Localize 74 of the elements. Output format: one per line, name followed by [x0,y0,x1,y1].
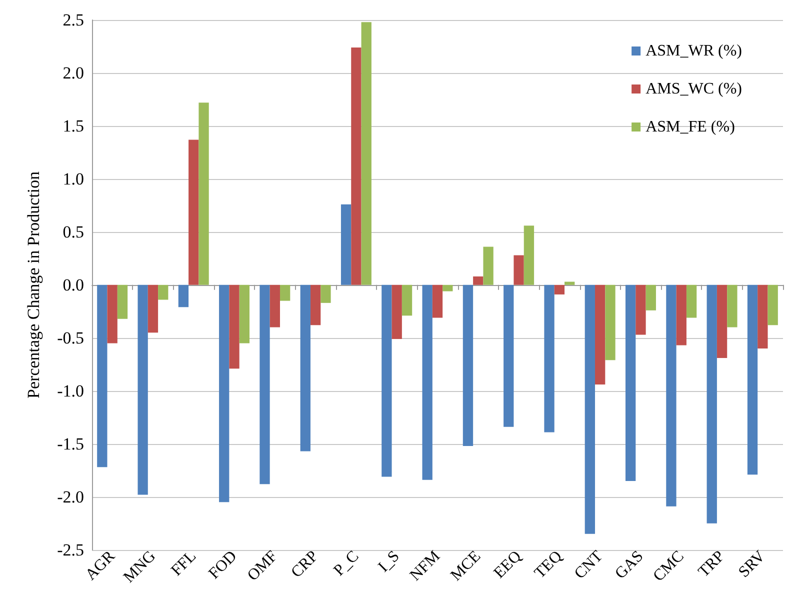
bar [310,284,321,326]
bar [554,284,565,294]
bar [462,284,474,446]
bar [564,282,575,285]
bar [178,284,189,308]
bar [148,284,158,333]
y-tick-label: 2.0 [62,63,84,82]
bar [747,284,758,475]
bar [97,284,108,468]
bar [138,284,148,495]
bar [727,284,738,328]
bar [158,284,168,300]
bar [524,226,534,285]
bar [239,284,250,344]
y-tick-label: 0.5 [62,222,84,242]
bar [768,284,778,326]
bar [706,284,717,524]
bar [117,284,128,319]
bar [636,284,646,335]
bar [625,284,636,481]
bar [300,284,310,452]
y-tick-label: -1.0 [57,381,84,400]
y-tick-label: -2.5 [57,540,84,560]
bar [188,140,199,285]
y-tick-label: 1.5 [62,116,84,136]
bar [382,284,392,477]
bar [280,284,290,301]
bar [473,276,484,285]
bar [351,48,362,285]
bar [646,284,656,310]
bar [432,284,443,318]
x-tick-label: I_S [375,548,403,576]
bar [483,246,494,285]
y-axis-title: Percentage Change in Production [24,170,43,398]
bar [320,284,331,303]
legend-label: AMS_WC (%) [646,80,742,98]
bar [758,284,768,348]
x-tick-label: TEQ [531,547,566,582]
bar [392,284,402,339]
x-tick-label: TRP [695,548,728,581]
bar [229,284,240,369]
y-tick-label: 1.0 [62,169,84,188]
bar [260,284,270,484]
bar [340,204,352,285]
bar [544,284,554,432]
bar [402,284,412,316]
bar [442,284,453,292]
bar [676,284,686,346]
bar [605,284,616,360]
y-tick-label: -1.5 [57,434,84,454]
x-tick-label: EEQ [490,547,526,582]
bar [584,284,596,534]
bar [198,102,209,285]
bar [270,284,280,328]
x-tick-label: FFL [168,548,200,580]
x-tick-label: P_C [330,548,362,580]
bar [514,255,524,285]
bar [666,284,676,506]
bar [595,284,606,385]
y-tick-label: 0.0 [62,275,84,294]
bar [504,284,514,427]
x-tick-label: GAS [612,548,647,582]
legend-label: ASM_FE (%) [646,118,735,136]
y-tick-label: 2.5 [62,10,84,30]
bar [107,284,118,344]
bar [219,284,230,502]
y-tick-label: -0.5 [57,328,84,348]
x-tick-label: CRP [288,548,322,582]
bar [361,22,372,285]
bar [422,284,432,480]
bar [686,284,697,318]
legend-label: ASM_WR (%) [646,42,742,60]
y-tick-label: -2.0 [57,487,84,506]
bar [716,284,728,358]
